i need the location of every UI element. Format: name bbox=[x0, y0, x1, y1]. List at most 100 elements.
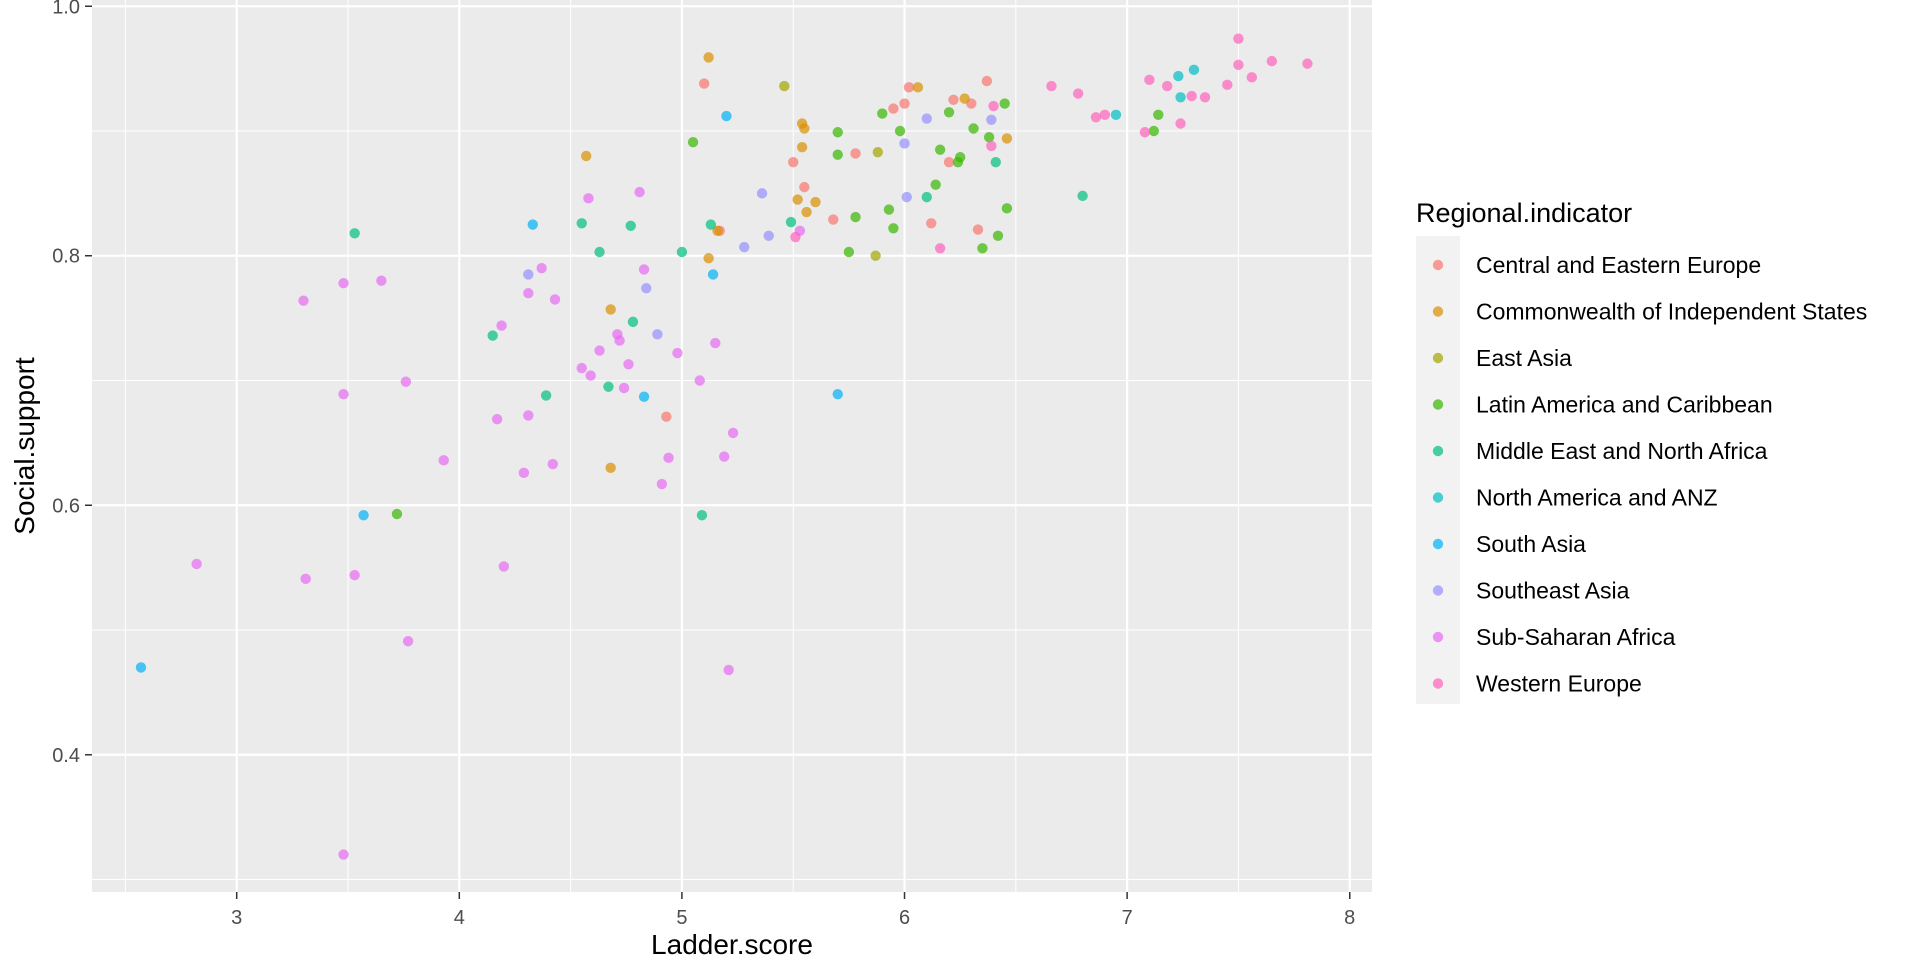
data-point bbox=[1162, 80, 1173, 92]
data-point bbox=[792, 194, 803, 205]
x-axis: 3 4 5 6 7 8 bbox=[231, 892, 1355, 929]
plot-panel-background bbox=[92, 0, 1372, 892]
data-point bbox=[832, 149, 843, 160]
legend-key bbox=[1432, 259, 1444, 271]
data-point bbox=[901, 191, 912, 203]
data-point bbox=[959, 93, 970, 104]
data-point bbox=[999, 98, 1010, 109]
data-point bbox=[576, 218, 587, 229]
data-point bbox=[618, 382, 630, 394]
data-point bbox=[883, 204, 895, 215]
data-point bbox=[540, 390, 552, 401]
data-point bbox=[1077, 190, 1088, 202]
data-point bbox=[705, 219, 717, 230]
data-point bbox=[832, 389, 843, 400]
data-point bbox=[663, 452, 674, 464]
data-point bbox=[652, 329, 663, 340]
data-point bbox=[656, 478, 668, 490]
data-point bbox=[796, 142, 808, 153]
data-point bbox=[1001, 133, 1013, 144]
legend-title: Regional.indicator bbox=[1416, 198, 1632, 228]
data-point bbox=[756, 188, 768, 199]
data-point bbox=[605, 304, 616, 315]
data-point bbox=[943, 107, 955, 118]
data-point bbox=[799, 181, 810, 193]
data-point bbox=[536, 263, 547, 274]
data-point bbox=[349, 228, 360, 239]
legend-key bbox=[1432, 631, 1444, 643]
data-point bbox=[986, 140, 997, 152]
data-point bbox=[487, 330, 498, 341]
data-point bbox=[300, 573, 311, 585]
data-point bbox=[926, 218, 937, 229]
data-point bbox=[877, 108, 888, 119]
data-point bbox=[1072, 88, 1084, 99]
data-point bbox=[603, 381, 614, 392]
data-point bbox=[710, 337, 721, 349]
legend-key bbox=[1432, 678, 1444, 689]
data-point bbox=[627, 316, 639, 328]
data-point bbox=[1175, 118, 1186, 129]
data-point bbox=[594, 345, 605, 356]
data-point bbox=[694, 375, 705, 386]
data-point bbox=[972, 224, 984, 235]
data-point bbox=[605, 462, 616, 474]
data-point bbox=[983, 132, 995, 143]
data-point bbox=[954, 151, 966, 163]
legend-label: Latin America and Caribbean bbox=[1476, 392, 1773, 418]
data-point bbox=[850, 148, 861, 159]
data-point bbox=[1139, 127, 1151, 138]
series-group bbox=[349, 156, 1088, 521]
x-tick-label: 6 bbox=[899, 907, 910, 929]
data-point bbox=[799, 123, 810, 134]
data-point bbox=[438, 455, 449, 466]
series-group bbox=[391, 98, 1164, 520]
data-point bbox=[850, 211, 861, 223]
data-point bbox=[1233, 59, 1244, 71]
data-point bbox=[1110, 109, 1122, 120]
x-tick-label: 5 bbox=[676, 907, 687, 929]
legend-label: Western Europe bbox=[1476, 671, 1642, 697]
data-point bbox=[491, 413, 503, 425]
data-point bbox=[1233, 33, 1244, 44]
data-point bbox=[788, 156, 799, 168]
data-point bbox=[1046, 80, 1057, 92]
data-point bbox=[810, 196, 821, 208]
data-point bbox=[899, 98, 910, 109]
data-point bbox=[523, 287, 534, 299]
data-point bbox=[661, 411, 672, 422]
legend-label: Middle East and North Africa bbox=[1476, 438, 1768, 464]
data-point bbox=[585, 370, 596, 381]
legend-key bbox=[1432, 538, 1444, 550]
data-point bbox=[549, 294, 561, 305]
data-point bbox=[580, 150, 592, 162]
data-point bbox=[594, 246, 605, 258]
data-point bbox=[623, 359, 634, 370]
data-point bbox=[698, 78, 710, 89]
data-point bbox=[614, 335, 625, 346]
data-point bbox=[779, 80, 790, 92]
series-group bbox=[523, 113, 997, 340]
data-point bbox=[990, 156, 1001, 168]
data-point bbox=[625, 220, 636, 232]
data-point bbox=[703, 253, 714, 264]
data-point bbox=[583, 193, 594, 204]
data-point bbox=[894, 125, 906, 137]
series-group bbox=[790, 33, 1313, 254]
data-point bbox=[934, 144, 946, 155]
data-point bbox=[712, 225, 723, 236]
data-point bbox=[888, 223, 899, 234]
data-point bbox=[832, 127, 843, 138]
legend-key bbox=[1432, 399, 1444, 410]
data-point bbox=[638, 391, 650, 402]
data-point bbox=[968, 123, 979, 134]
data-point bbox=[921, 113, 932, 124]
x-tick-label: 8 bbox=[1344, 907, 1355, 929]
legend-key bbox=[1432, 492, 1444, 503]
legend-key bbox=[1432, 585, 1444, 596]
data-point bbox=[739, 241, 750, 253]
data-point bbox=[785, 216, 797, 228]
data-point bbox=[988, 100, 999, 112]
x-tick-label: 7 bbox=[1122, 907, 1133, 929]
